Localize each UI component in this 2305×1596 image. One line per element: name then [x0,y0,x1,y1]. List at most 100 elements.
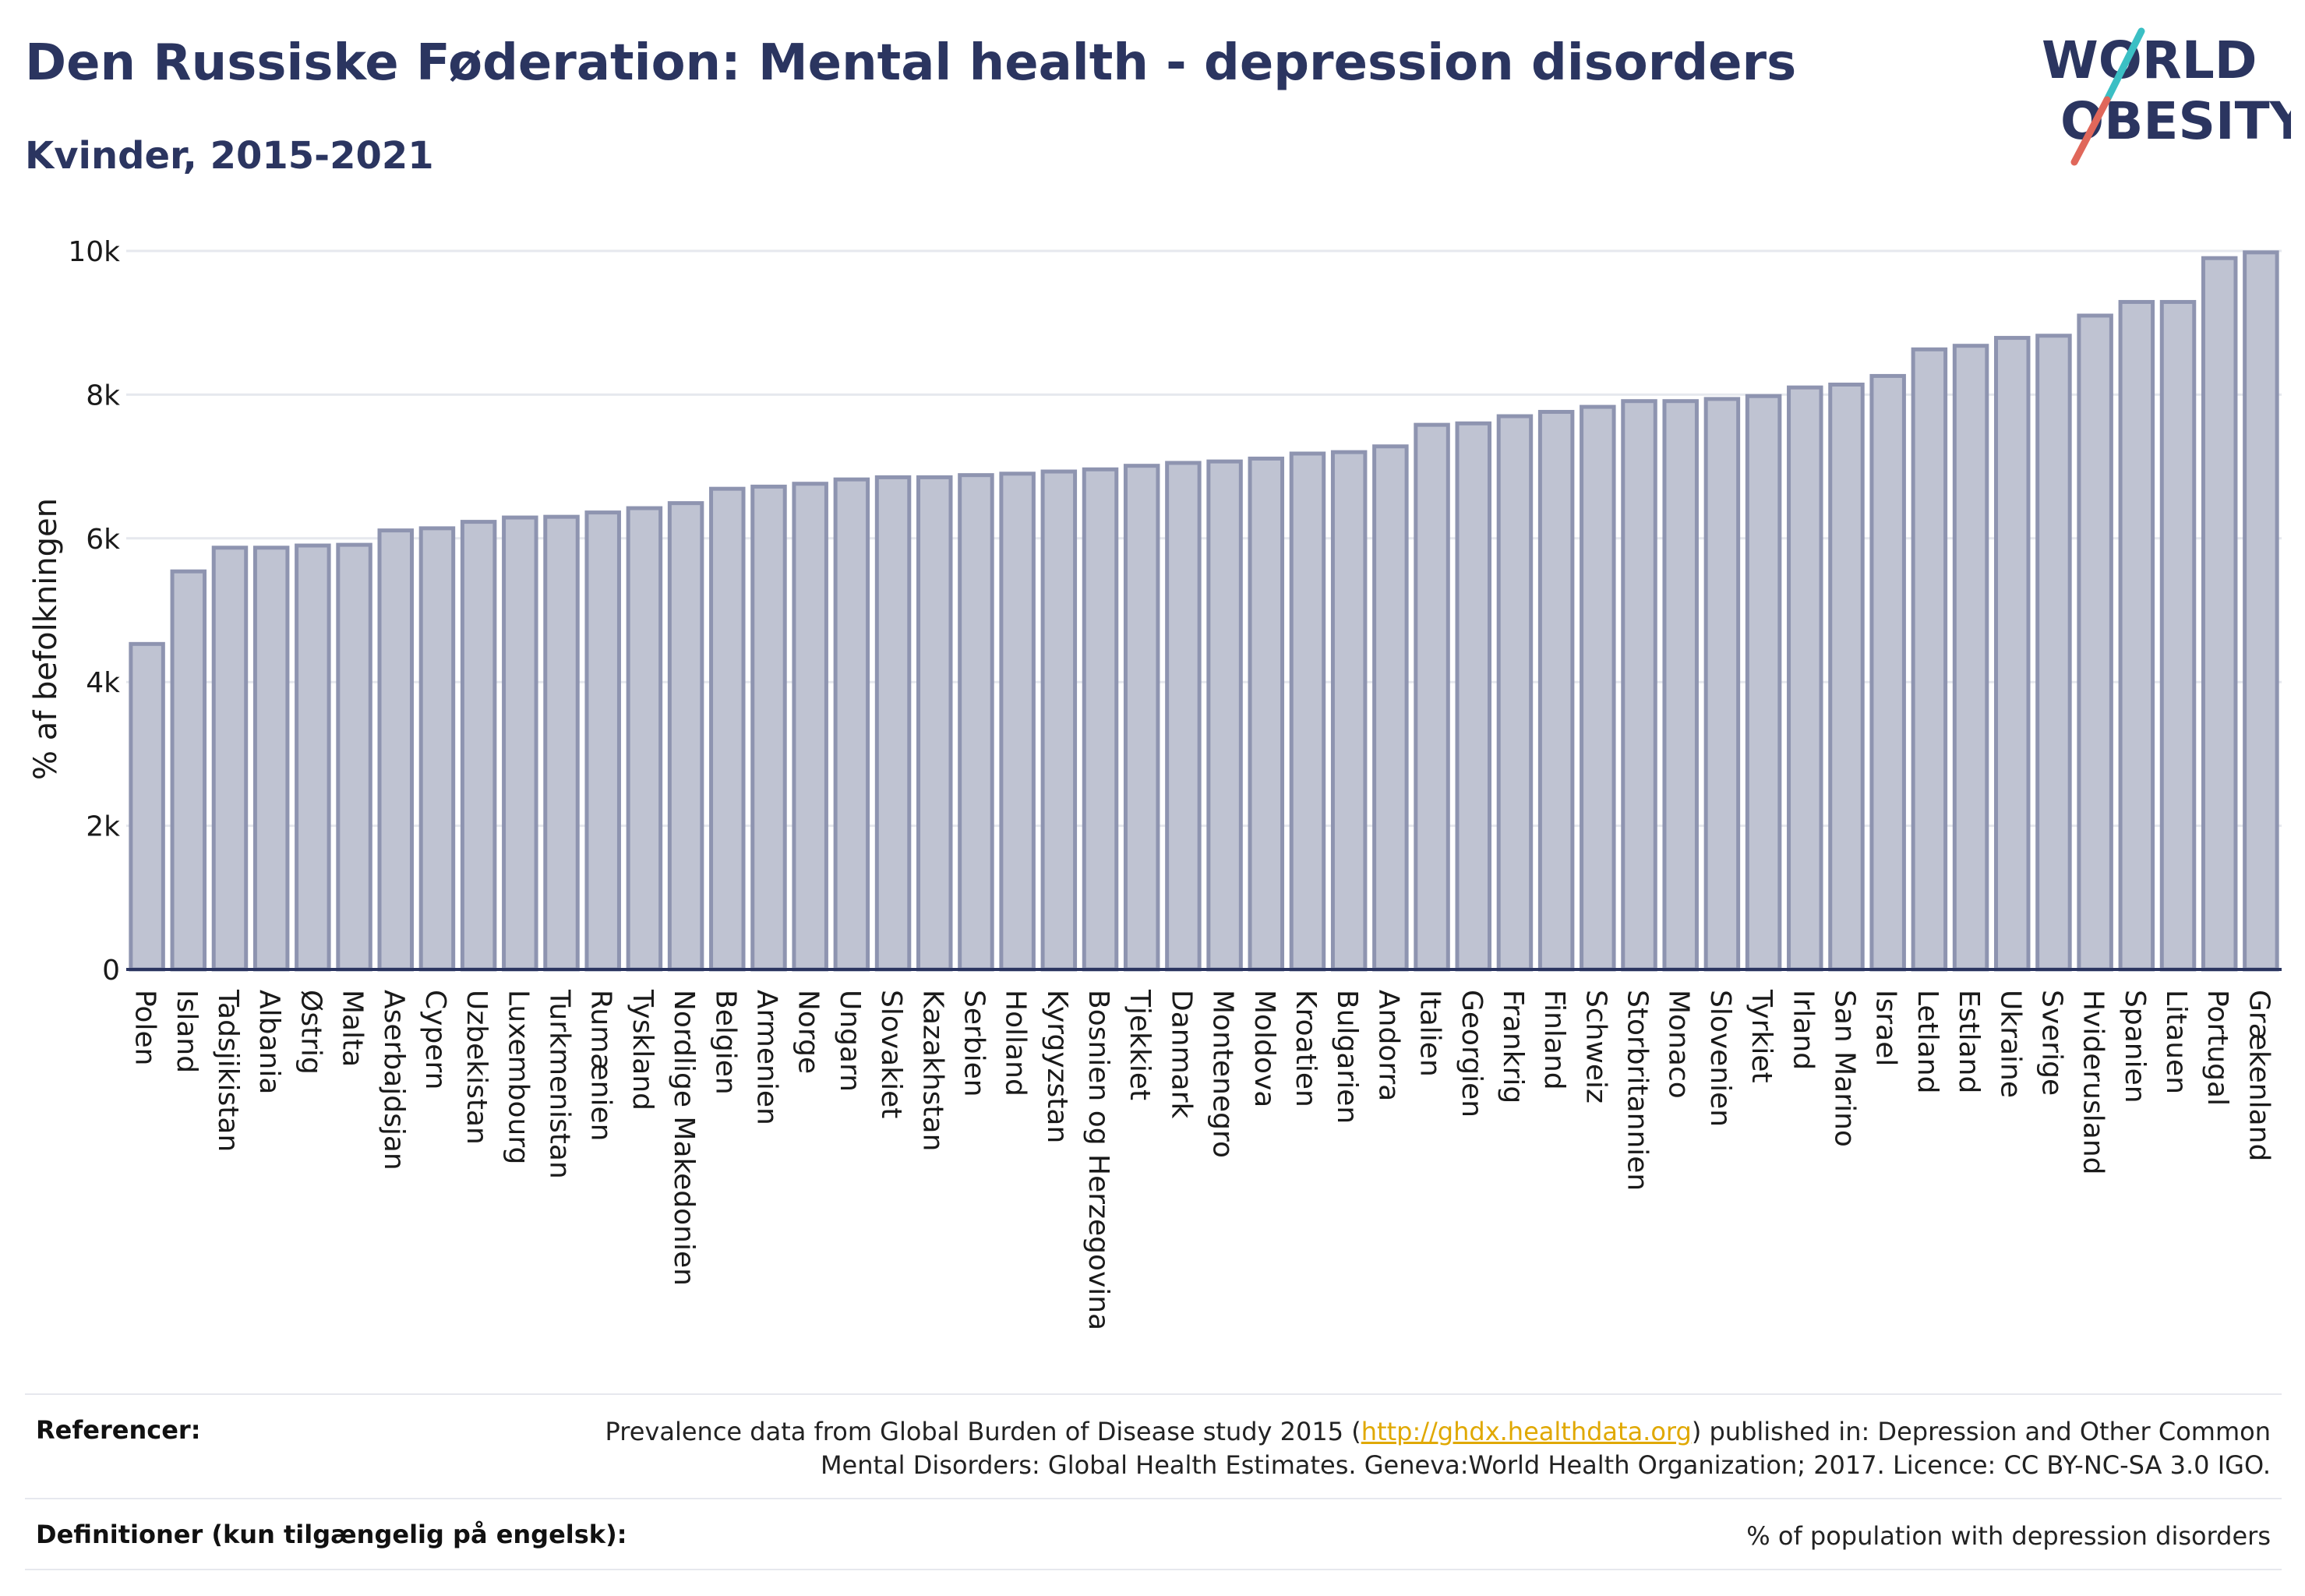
y-tick-label: 0 [102,955,120,987]
bar [1372,444,1409,972]
bar [584,510,621,972]
x-tick-label: Grækenland [2243,990,2275,1161]
x-tick-label: Holland [1000,990,1032,1096]
y-tick-label: 8k [86,380,120,411]
bar [295,543,331,972]
x-tick-label: Sverige [2035,990,2067,1096]
bar [1911,347,1948,972]
bar [1580,404,1616,972]
bar [2159,299,2197,972]
x-tick-label: Malta [337,990,369,1067]
chart-title: Den Russiske Føderation: Mental health -… [25,34,1797,92]
x-tick-label: Cypern [419,990,451,1089]
x-tick-label: Serbien [958,990,990,1097]
bar [1952,344,1989,972]
x-tick-label: Armenien [750,990,782,1125]
x-tick-label: Bulgarien [1331,990,1363,1124]
bar [1040,469,1078,972]
bar [377,528,414,972]
x-tick-label: Slovenien [1704,990,1736,1127]
x-tick-label: Luxembourg [502,990,534,1164]
x-tick-label: Albania [253,990,285,1094]
x-tick-label: Kyrgyzstan [1041,990,1073,1143]
references-row: Referencer: Prevalence data from Global … [25,1393,2282,1498]
x-tick-label: Tyrkiet [1746,989,1777,1083]
x-tick-label: Island [171,990,203,1073]
bar [1165,461,1202,972]
bar [2035,334,2072,972]
y-axis-ticks: 0 2k 4k 6k 8k 10k [68,236,120,987]
bar [833,477,870,972]
x-axis-labels: Polen Island Tadsjikistan Albania Østrig Malt… [129,989,2275,1330]
x-tick-label: Georgien [1456,990,1488,1118]
reference-link[interactable]: http://ghdx.healthdata.org [1361,1417,1692,1446]
x-tick-label: Italien [1414,990,1446,1077]
x-tick-label: Ukraine [1994,990,2026,1098]
x-tick-label: Kroatien [1290,990,1322,1107]
bar [874,475,912,972]
bar [1787,385,1823,972]
bar [211,546,249,972]
x-tick-label: Kazakhstan [916,990,948,1151]
x-tick-label: Østrig [295,990,327,1075]
bar [750,484,787,972]
bar [1662,399,1699,972]
bar [916,475,953,972]
bar [1869,373,1906,972]
x-tick-label: Spanien [2119,990,2151,1103]
bar [792,482,828,972]
bar [1496,414,1534,972]
x-tick-label: San Marino [1828,990,1860,1147]
y-tick-label: 10k [68,236,120,268]
bar [1289,451,1326,972]
x-tick-label: Moldova [1248,990,1280,1107]
bar [958,473,994,972]
y-tick-label: 2k [86,811,120,843]
x-tick-label: Irland [1787,990,1819,1070]
x-tick-label: Rumænien [585,990,617,1141]
bar [1455,421,1491,972]
x-tick-label: Bosnien og Herzegovina [1082,990,1114,1330]
bar [543,514,580,972]
bars [129,250,2279,972]
definitions-row: Definitioner (kun tilgængelig på engelsk… [25,1498,2282,1570]
bar [2077,313,2113,972]
bar [252,546,290,972]
logo-line1: WORLD [2042,30,2257,90]
x-tick-label: Nordlige Makedonien [668,990,700,1286]
x-tick-label: Turkmenistan [544,989,576,1179]
x-tick-label: Montenegro [1207,990,1239,1158]
bar [1082,467,1119,972]
x-tick-label: Slovakiet [875,990,907,1118]
bar [1248,456,1285,972]
x-tick-label: Aserbajdsjan [378,990,410,1171]
x-tick-label: Andorra [1372,990,1404,1101]
x-tick-label: Frankrig [1497,990,1529,1103]
bar [1123,464,1160,972]
x-tick-label: Polen [129,990,161,1065]
y-axis-label: % af befolkningen [28,498,64,780]
x-tick-label: Belgien [709,990,741,1095]
x-tick-label: Norge [792,990,824,1074]
x-tick-label: Estland [1953,990,1985,1093]
x-tick-label: Hviderusland [2077,990,2109,1174]
bar [1537,410,1575,972]
y-tick-label: 4k [86,667,120,699]
x-tick-label: Portugal [2201,990,2233,1106]
bar [1414,422,1450,972]
references-table: Referencer: Prevalence data from Global … [25,1393,2282,1570]
x-tick-label: Litauen [2160,990,2192,1094]
bar [626,506,663,972]
world-obesity-logo: WORLD OBESITY [2042,27,2291,166]
x-tick-label: Tadsjikistan [212,989,244,1152]
definitions-text: % of population with depression disorder… [1746,1521,2271,1551]
bar [1994,336,2031,972]
bar [709,486,746,972]
definitions-label: Definitioner (kun tilgængelig på engelsk… [36,1520,627,1549]
x-tick-label: Letland [1911,990,1943,1093]
bar [460,520,497,972]
bar [2243,250,2279,972]
bar [1621,399,1657,972]
bar [502,515,538,972]
bar [2201,256,2238,972]
